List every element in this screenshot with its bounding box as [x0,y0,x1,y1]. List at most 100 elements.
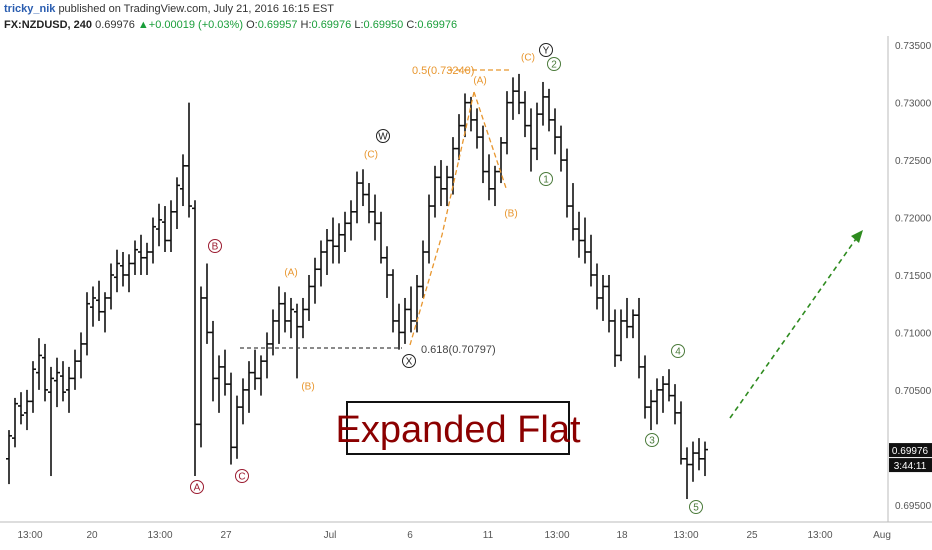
symbol-line: FX:NZDUSD, 240 0.69976 ▲+0.00019 (+0.03%… [4,19,457,31]
ohlc-bar [396,303,402,350]
ohlc-bar [474,108,480,149]
ohlc-bar [6,430,12,485]
countdown-text: 3:44:11 [894,461,927,472]
svg-text:(B): (B) [301,382,314,393]
fib-label: 0.618(0.70797) [421,344,496,356]
ohlc-bar [24,389,30,431]
ohlc-bar [96,280,102,321]
ohlc-bar [492,165,498,207]
ohlc-bar [144,242,150,275]
ohlc-bar [480,125,486,184]
ohlc-bar [312,257,318,304]
ohlc-bar [576,211,582,258]
wave-label: Y [539,43,553,57]
ohlc-bar [222,349,228,396]
ohlc-bar [522,91,528,138]
ohlc-bar [138,234,144,275]
svg-text:(A): (A) [284,268,297,279]
wave-label: (B) [301,382,314,393]
ohlc-bar [54,357,60,408]
time-tick-label: 13:00 [673,530,698,541]
projection-arrow [729,235,859,419]
fib-projection-line [409,91,475,346]
time-tick-label: 13:00 [807,530,832,541]
countdown-tag [889,458,932,473]
ohlc-bar [192,200,198,477]
svg-text:Y: Y [543,46,550,57]
publish-info: tricky_nik published on TradingView.com,… [4,3,334,15]
ohlc-bar [156,203,162,247]
current-price-tag [889,443,932,458]
time-tick-label: 20 [86,530,98,541]
time-tick-label: 13:00 [544,530,569,541]
ohlc-bar [294,303,300,379]
svg-text:3: 3 [649,436,655,447]
ohlc-bar [420,240,426,298]
ohlc-bar [666,369,672,402]
ohlc-bar [384,246,390,298]
ohlc-bar [126,254,132,293]
time-tick-label: 18 [616,530,628,541]
wave-label: B [208,239,222,253]
ohlc-bars [6,73,708,500]
ohlc-bar [462,93,468,138]
ohlc-bar [36,338,42,390]
author-name[interactable]: tricky_nik [4,3,56,15]
svg-text:(C): (C) [364,150,378,161]
ohlc-bar [594,263,600,310]
ohlc-bar [690,441,696,482]
wave-label: 3 [645,433,659,447]
ohlc-bar [204,263,210,344]
ohlc-bar [306,274,312,321]
time-tick-label: Jul [324,530,337,541]
ohlc-bar [696,438,702,471]
ohlc-bar [180,154,186,207]
time-tick-label: 11 [483,530,494,541]
ohlc-bar [258,355,264,396]
svg-text:B: B [212,242,219,253]
ohlc-bar [108,263,114,310]
ohlc-bar [456,114,462,161]
ohlc-bar [12,397,18,448]
ohlc-bar [186,102,192,218]
time-axis[interactable]: 13:00 20 13:00 27 Jul 6 11 13:00 18 13:00 25 13:00 A… [17,530,890,541]
price-axis[interactable]: 0.73500 0.73000 0.72500 0.72000 0.71500 0.710… [895,41,932,512]
ohlc-bar [528,108,534,172]
ohlc-bar [42,343,48,402]
ohlc-bar [390,269,396,333]
ohlc-bar [600,274,606,321]
ohlc-bar [120,252,126,287]
svg-text:1: 1 [543,175,549,186]
title-box-frame [346,401,570,455]
ohlc-bar [60,361,66,402]
svg-text:2: 2 [551,60,557,71]
ohlc-bar [102,292,108,333]
ohlc-bar [552,108,558,155]
wave-label: (A) [284,268,297,279]
ohlc-bar [642,355,648,419]
wave-label: (C) [521,53,535,64]
ohlc-bar [432,165,438,218]
annotations: 0.5(0.73240)0.618(0.70797)ABC(A)(B)(C)WX… [190,43,863,514]
ohlc-bar [426,194,432,264]
price-tick-label: 0.72000 [895,214,932,225]
ohlc-bar [348,200,354,241]
wave-label: X [402,354,416,368]
ohlc-bar [234,395,240,459]
ohlc-bar [606,274,612,333]
time-tick-label: 25 [746,530,758,541]
ohlc-bar [486,154,492,201]
ohlc-bar [624,297,630,339]
ohlc-bar [336,223,342,264]
ohlc-bar [630,309,636,339]
ohlc-bar [252,349,258,390]
high-label: H: [300,19,312,31]
ohlc-bar [378,211,384,264]
svg-text:(C): (C) [521,53,535,64]
wave-label: (A) [473,76,486,87]
ohlc-bar [684,447,690,500]
ohlc-bar [570,183,576,241]
ohlc-bar [90,286,96,327]
ohlc-bar [228,372,234,465]
